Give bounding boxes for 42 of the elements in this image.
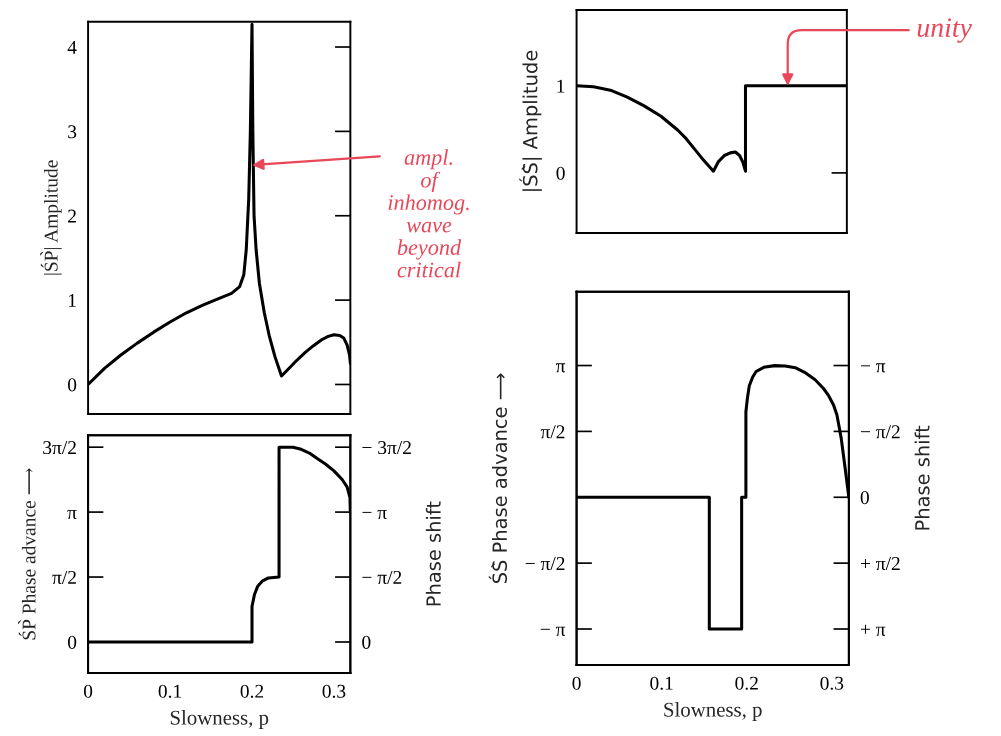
x-tick-label: 0.3 <box>820 676 844 690</box>
x-tick-label: 0.1 <box>158 684 182 698</box>
y-tick-label: 3 <box>68 125 77 139</box>
y-tick-label: π/2 <box>540 425 565 439</box>
y-axis-title: |ŚS̀| Amplitude <box>519 50 542 191</box>
y-tick-label: π <box>67 509 77 520</box>
y2-tick-label: − π/2 <box>362 570 402 584</box>
y-tick-label: 4 <box>67 40 77 54</box>
annotation: ampl. of inhomog. wave beyond critical <box>388 149 469 278</box>
y2-axis-title: Phase shift <box>425 501 441 606</box>
y2-tick-label: + π/2 <box>860 557 900 571</box>
y-tick-label: 0 <box>556 166 565 180</box>
x-tick-label: 0.2 <box>240 684 264 698</box>
annotation: unity <box>917 18 972 43</box>
x-tick-label: 0 <box>572 676 581 690</box>
y-tick-label: 0 <box>68 635 77 649</box>
y-axis-title: ŚS̀ Phase advance ⟶ <box>488 373 508 584</box>
y2-tick-label: − π/2 <box>860 425 900 439</box>
x-tick-label: 0.2 <box>735 676 758 690</box>
y2-tick-label: − π <box>362 509 387 520</box>
y2-axis-title: Phase shift <box>914 425 930 530</box>
y2-tick-label: 0 <box>860 491 869 505</box>
x-tick-label: 0 <box>83 684 93 698</box>
y-tick-label: π <box>555 363 566 373</box>
y2-tick-label: + π <box>860 624 886 636</box>
x-axis-title: Slowness, p <box>170 710 269 729</box>
y2-tick-label: − 3π/2 <box>362 441 411 455</box>
y-axis-title: |ŚP̀| Amplitude <box>40 160 62 275</box>
x-tick-label: 0.1 <box>650 676 673 690</box>
y-tick-label: 1 <box>68 294 76 307</box>
y-tick-label: 3π/2 <box>43 441 76 455</box>
y2-tick-label: − π <box>860 363 886 373</box>
y-tick-label: 0 <box>68 378 77 392</box>
y-axis-title: ŚP̀ Phase advance ⟶ <box>18 468 36 640</box>
y-tick-label: π/2 <box>52 570 76 584</box>
y2-tick-label: 0 <box>362 635 371 649</box>
y-tick-label: − π <box>540 626 566 636</box>
x-tick-label: 0.3 <box>322 684 346 698</box>
x-axis-title: Slowness, p <box>664 702 762 721</box>
y-tick-label: 2 <box>68 209 76 223</box>
y-tick-label: − π/2 <box>525 557 565 571</box>
y-tick-label: 1 <box>557 79 565 93</box>
